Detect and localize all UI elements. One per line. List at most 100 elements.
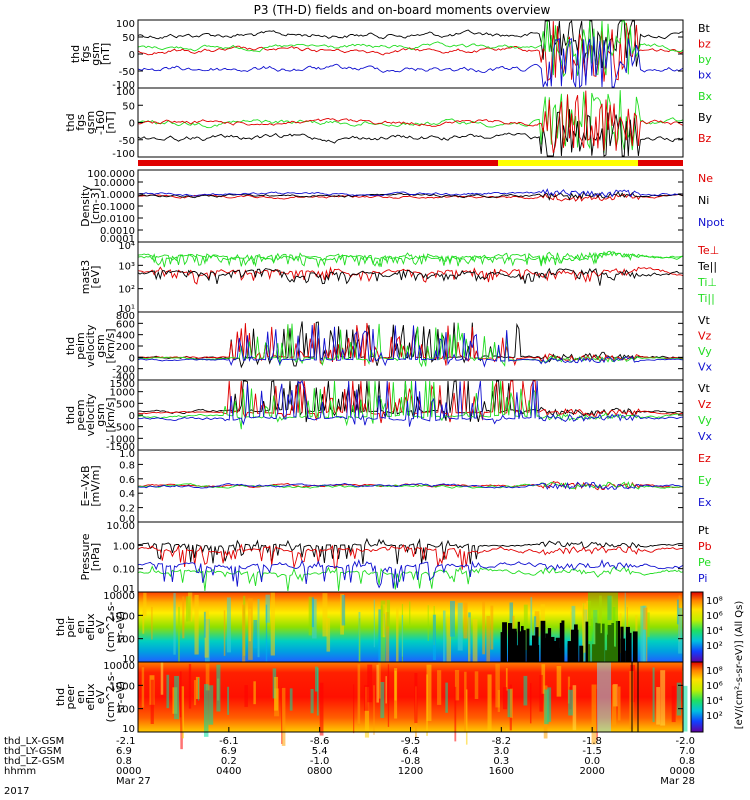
x-row-value: -8.2: [492, 736, 512, 747]
x-row-value: -8.6: [310, 736, 330, 747]
heatmap-streak: [188, 664, 192, 709]
y-axis-label-line: gsm: [94, 334, 107, 357]
heatmap-streak: [373, 599, 375, 648]
y-axis-label-line: [eV]: [89, 266, 102, 289]
heatmap-streak: [529, 683, 532, 724]
x-row-value: 0.2: [221, 756, 237, 767]
heatmap-streak: [454, 669, 460, 701]
legend-Vz: Vz: [698, 330, 712, 343]
series-line-Vx: [137, 380, 683, 427]
heatmap-streak: [617, 686, 621, 721]
series-line-Ey: [137, 481, 684, 490]
legend-Ey: Ey: [698, 474, 712, 487]
heatmap-streak: [310, 689, 314, 714]
legend-Pi: Pi: [698, 572, 707, 585]
heatmap-streak: [626, 607, 628, 638]
heatmap-streak: [541, 664, 546, 694]
legend-Ti||: Ti||: [697, 292, 715, 305]
heatmap-streak: [208, 685, 214, 725]
y-axis-label: mast3[eV]: [79, 260, 102, 295]
heatmap-streak: [530, 597, 533, 640]
heatmap-streak: [409, 601, 411, 625]
heatmap-streak: [193, 680, 197, 706]
heatmap-streak: [312, 599, 317, 639]
y-axis-label-line: [km/s]: [104, 397, 117, 432]
panel-frame: [137, 311, 684, 381]
heatmap-streak: [660, 670, 666, 726]
y-tick-label: 0: [129, 411, 135, 422]
x-row-value: 0.3: [493, 756, 509, 767]
y-tick-label: -200: [112, 365, 135, 376]
y-tick-label: 0.1000: [100, 202, 135, 213]
y-tick-label: -500: [112, 423, 135, 434]
heatmap-streak: [182, 596, 185, 639]
y-axis-label-line: thd: [54, 618, 67, 636]
heatmap-streak: [624, 592, 626, 638]
y-axis-label-line: Pressure: [79, 533, 92, 580]
heatmap-streak: [487, 674, 492, 731]
heatmap-streak: [572, 685, 577, 731]
heatmap-streak: [396, 607, 399, 668]
y-tick-label: 100: [116, 19, 135, 30]
y-tick-label: 0.2: [119, 504, 135, 515]
y-tick-label: 1500: [110, 379, 135, 390]
heatmap-streak: [414, 673, 418, 724]
x-row-value: 1600: [489, 766, 514, 777]
heatmap-streak: [568, 689, 573, 716]
y-tick-label: 0.6: [119, 475, 135, 486]
series-line-Ne: [137, 193, 684, 202]
series-line-Pe: [137, 565, 684, 592]
y-axis-label: thdpeemvelocitygsm[km/s]: [64, 393, 117, 436]
heatmap-streak: [353, 684, 355, 734]
panel-peer: 10000100010010thdpeerenefluxeV(cm^2-s-sr…: [54, 661, 688, 750]
colorbar-tick: 10⁴: [706, 696, 723, 707]
heatmap-streak: [534, 611, 540, 637]
y-axis-label: E=-VxB[mV/m]: [79, 465, 102, 506]
y-tick-label: 50: [122, 33, 135, 44]
y-axis-label-line: [nT]: [104, 111, 117, 133]
heatmap-streak: [387, 664, 390, 727]
heatmap-streak: [442, 610, 446, 670]
series-line-Vx: [137, 324, 684, 368]
heatmap-streak: [646, 607, 648, 662]
y-tick-label: 200: [116, 342, 135, 353]
panel-fgs_gse: 100 50 0 -50 -100 thdfgsgsm-160[nT] Bx By Bz: [64, 87, 713, 160]
heatmap-streak: [544, 689, 549, 725]
heatmap-streak: [467, 617, 471, 679]
heatmap-streak: [166, 674, 170, 709]
y-tick-label: 0.10: [113, 565, 135, 576]
heatmap-streak: [474, 671, 479, 699]
legend-Bt: Bt: [698, 22, 711, 35]
heatmap-streak: [253, 681, 256, 705]
heatmap-no-data: [535, 627, 539, 662]
heatmap-no-data: [531, 635, 537, 662]
y-tick-label: 50: [122, 101, 135, 112]
y-axis-label-line: en: [74, 690, 87, 704]
heatmap-streak: [180, 687, 183, 750]
y-tick-label: 1.00: [113, 541, 135, 552]
heatmap-streak: [311, 597, 315, 628]
legend-Pt: Pt: [698, 524, 710, 537]
x-row-value: 0.8: [679, 756, 695, 767]
y-tick-label: 10.00: [106, 521, 135, 532]
y-tick-label: 10000: [103, 591, 135, 602]
legend-Vt: Vt: [698, 382, 711, 395]
heatmap-streak: [203, 684, 209, 737]
heatmap-streak: [378, 609, 381, 663]
series-line-Bt: [137, 19, 684, 69]
heatmap-band: [588, 592, 618, 662]
x-row-value: 6.4: [403, 746, 419, 757]
heatmap-streak: [457, 602, 463, 651]
heatmap-streak: [427, 605, 429, 641]
end-date-label: Mar 28: [660, 776, 695, 787]
series-line-Te⊥: [137, 266, 684, 285]
x-row-value: 0000: [670, 766, 695, 777]
heatmap-streak: [319, 682, 324, 736]
heatmap-streak: [185, 596, 191, 622]
series-line-Ti||: [137, 251, 684, 269]
y-axis-label-line: thd: [64, 337, 77, 355]
y-axis-label-line: eflux: [84, 613, 97, 641]
y-tick-label: 100: [116, 87, 135, 98]
series-line-Vy: [137, 380, 684, 430]
